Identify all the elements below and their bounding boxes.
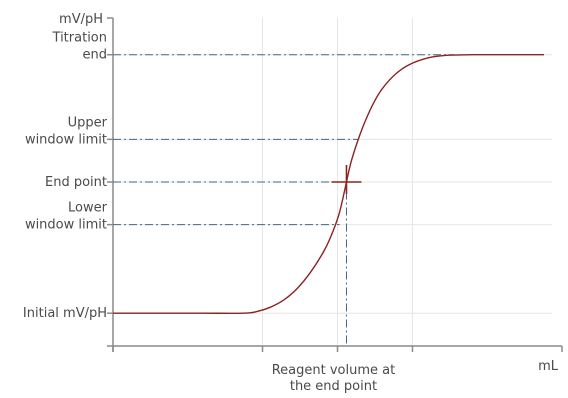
y-marker-label-titration_end-0: Titration xyxy=(52,31,107,46)
y-marker-label-upper_window-1: window limit xyxy=(25,132,107,147)
y-marker-label-lower_window-0: Lower xyxy=(68,201,108,216)
y-marker-label-titration_end-1: end xyxy=(83,48,108,63)
titration-curve xyxy=(113,53,545,315)
endpoint-x-label-0: Reagent volume at xyxy=(272,363,396,378)
endpoint-x-label-1: the end point xyxy=(290,379,377,394)
x-axis-label: mL xyxy=(538,359,559,374)
y-marker-label-initial-0: Initial mV/pH xyxy=(23,306,107,321)
y-axis-label: mV/pH xyxy=(59,12,103,27)
y-marker-label-end_point-0: End point xyxy=(45,175,107,190)
y-marker-label-lower_window-1: window limit xyxy=(25,218,107,233)
y-marker-label-upper_window-0: Upper xyxy=(68,115,108,130)
